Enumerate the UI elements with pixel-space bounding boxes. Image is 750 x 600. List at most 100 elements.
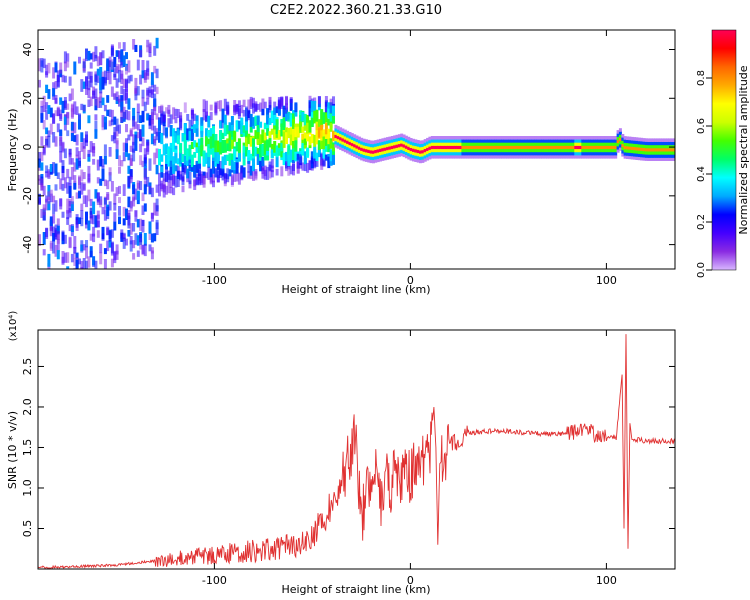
spectrogram-cell <box>362 145 366 149</box>
spectrogram-cell <box>407 143 411 147</box>
spectrogram-cell <box>230 139 234 149</box>
spectrogram-cell <box>118 64 121 72</box>
spectrogram-cell <box>651 157 655 161</box>
spectrogram-cell <box>553 151 557 156</box>
spectrogram-cell <box>56 224 60 235</box>
spectrogram-cell <box>607 136 611 140</box>
spectrogram-cell <box>548 148 552 153</box>
spectrogram-cell <box>66 112 70 125</box>
spectrogram-cell <box>477 142 481 146</box>
spectrogram-cell <box>50 274 53 281</box>
spectrogram-cell <box>630 140 634 144</box>
spectrogram-cell <box>475 136 479 140</box>
spectrogram-cell <box>188 172 192 185</box>
spectrogram-cell <box>480 155 484 159</box>
spectrogram-cell <box>70 88 74 100</box>
spectrogram-cell <box>562 155 566 159</box>
spectrogram-cell <box>501 155 505 159</box>
spectrogram-cell <box>522 139 526 143</box>
spectrogram-cell <box>595 151 599 156</box>
spectrogram-cell <box>444 155 448 159</box>
spectrogram-cell <box>440 136 444 140</box>
spectrogram-cell <box>40 178 44 188</box>
spectrogram-cell <box>430 155 434 159</box>
spectrogram-cell <box>270 159 274 169</box>
spectrogram-cell <box>158 120 161 131</box>
spectrogram-cell <box>52 132 56 143</box>
spectrogram-cell <box>590 151 594 156</box>
spectrogram-cell <box>633 140 637 144</box>
spectrogram-cell <box>372 159 375 164</box>
spectrogram-cell <box>179 143 183 155</box>
spectrogram-cell <box>332 116 335 124</box>
spectrogram-cell <box>360 156 364 161</box>
spectrogram-cell <box>452 136 455 140</box>
spectrogram-cell <box>99 243 103 254</box>
spectrogram-cell <box>444 145 448 150</box>
spectrogram-cell <box>92 90 96 99</box>
spectrogram-cell <box>68 236 72 249</box>
spectrogram-cell <box>480 139 484 143</box>
snr-y-tick-label: 0.5 <box>21 520 34 538</box>
colorbar-tick-label: 0.2 <box>696 214 707 230</box>
spectrogram-cell <box>207 130 211 138</box>
spectrogram-cell <box>306 150 310 157</box>
spectrogram-cell <box>292 160 295 171</box>
spectrogram-cell <box>520 155 524 159</box>
spectrogram-cell <box>663 144 667 149</box>
spectrogram-cell <box>108 239 112 248</box>
spectrogram-cell <box>496 142 500 146</box>
spectrogram-cell <box>61 74 65 83</box>
spectrogram-cell <box>593 145 597 150</box>
spectrogram-cell <box>195 164 199 173</box>
spectrogram-cell <box>346 140 350 144</box>
spectrogram-cell <box>160 154 164 162</box>
spectrogram-cell <box>454 142 458 146</box>
spectrogram-cell <box>179 112 183 122</box>
spectrogram-cell <box>85 48 88 60</box>
spectrogram-cell <box>82 146 86 159</box>
spectrogram-cell <box>266 108 270 119</box>
spectrogram-cell <box>419 143 422 148</box>
spectrogram-cell <box>38 58 41 72</box>
spectrogram-cell <box>379 151 382 156</box>
spectrogram-cell <box>282 117 286 130</box>
spectrogram-cell <box>454 155 458 159</box>
spectrogram-cell <box>96 159 100 168</box>
spectrogram-cell <box>141 205 145 215</box>
spectrogram-cell <box>212 180 215 188</box>
spectrogram-cell <box>510 155 514 159</box>
spectrogram-cell <box>452 148 455 153</box>
spectrogram-cell <box>82 244 86 251</box>
spectrogram-cell <box>475 155 479 159</box>
spectrogram-cell <box>146 68 150 76</box>
spectrogram-cell <box>249 124 253 133</box>
spectrogram-cell <box>47 89 51 99</box>
spectrogram-cell <box>120 229 124 239</box>
spectrogram-cell <box>508 145 512 150</box>
spectrogram-cell <box>287 154 291 167</box>
spectrogram-cell <box>327 128 331 139</box>
spectrogram-cell <box>440 151 444 156</box>
spectrogram-cell <box>92 256 96 266</box>
spectrogram-cell <box>96 210 100 219</box>
spectrogram-cell <box>581 139 585 143</box>
spectrogram-cell <box>654 144 658 149</box>
spectrogram-cell <box>120 101 124 112</box>
spectrogram-cell <box>611 148 615 153</box>
spectrogram-cell <box>132 253 136 260</box>
spectrogram-cell <box>115 250 119 260</box>
spectrogram-cell <box>489 151 493 156</box>
spectrogram-cell <box>110 59 114 70</box>
spectrogram-cell <box>588 136 592 140</box>
spectrogram-cell <box>616 149 620 153</box>
spectrogram-cell <box>301 143 305 154</box>
spectrogram-cell <box>115 244 119 255</box>
spectrogram-cell <box>555 136 559 140</box>
spectrogram-cell <box>364 148 368 153</box>
spectrogram-cell <box>586 155 589 159</box>
spectrogram-cell <box>59 129 63 136</box>
spectrogram-cell <box>388 139 392 144</box>
spectrogram-cell <box>334 134 338 139</box>
